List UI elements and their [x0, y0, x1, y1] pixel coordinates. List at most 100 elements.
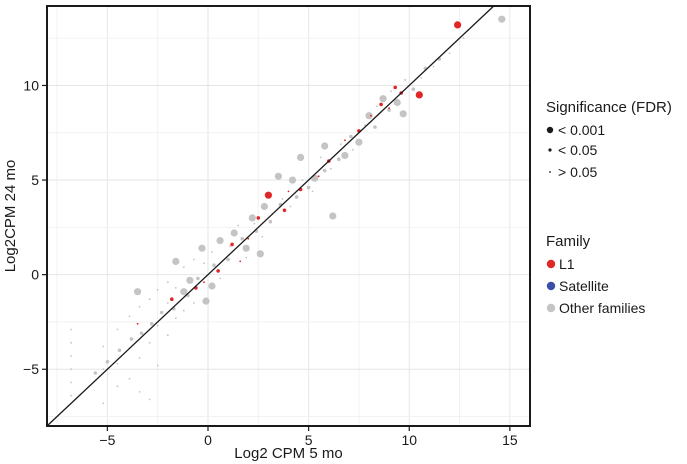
point-other-families: [156, 324, 159, 327]
point-other-families: [129, 337, 134, 341]
legend-swatch-satellite: [546, 281, 556, 291]
point-other-families: [253, 222, 256, 225]
x-tick-label: 10: [401, 432, 417, 448]
point-other-families: [322, 168, 327, 173]
point-other-families: [148, 341, 151, 344]
point-other-families: [355, 138, 363, 146]
point-other-families: [319, 156, 322, 159]
point-other-families: [196, 276, 200, 281]
legend-sig-entry-2: < 0.05: [558, 142, 598, 158]
point-other-families: [399, 110, 407, 118]
x-axis-title: Log2 CPM 5 mo: [234, 445, 342, 462]
point-other-families: [182, 309, 185, 312]
point-other-families: [149, 322, 154, 326]
point-other-families: [117, 348, 122, 353]
point-other-families: [329, 212, 337, 220]
point-other-families: [211, 251, 213, 253]
point-other-families: [274, 172, 282, 180]
y-tick-label: −5: [23, 361, 39, 377]
reference-line-layer: [46, 5, 495, 427]
point-other-families: [226, 257, 230, 262]
point-other-families: [294, 195, 299, 199]
legend-dot-large: [546, 126, 554, 134]
point-other-families: [311, 190, 314, 193]
point-l1: [415, 91, 423, 99]
point-other-families: [174, 317, 177, 320]
point-other-families: [352, 148, 354, 151]
point-l1: [136, 322, 139, 325]
point-other-families: [70, 381, 73, 384]
point-other-families: [364, 124, 366, 127]
plot-frame: [46, 5, 531, 427]
point-other-families: [70, 328, 73, 331]
point-other-families: [203, 262, 205, 265]
point-l1: [393, 85, 398, 90]
point-other-families: [102, 368, 105, 371]
point-other-families: [387, 108, 391, 112]
identity-line: [46, 5, 495, 427]
point-other-families: [148, 298, 151, 301]
point-l1: [216, 269, 220, 273]
point-other-families: [281, 198, 284, 200]
point-other-families: [128, 377, 131, 380]
point-other-families: [70, 341, 73, 344]
point-other-families: [172, 257, 180, 265]
point-other-families: [373, 125, 377, 129]
point-l1: [388, 107, 390, 110]
point-other-families: [297, 153, 305, 161]
point-other-families: [116, 362, 119, 365]
legend-sig-entry-1: < 0.001: [558, 122, 605, 138]
legend-family-title: Family: [546, 233, 591, 250]
point-other-families: [138, 305, 141, 308]
legend-family-entry-1: L1: [559, 256, 575, 272]
point-other-families: [105, 359, 110, 364]
point-other-families: [180, 288, 188, 296]
legend-swatch-other: [546, 303, 556, 313]
y-axis-title: Log2CPM 24 mo: [2, 160, 19, 273]
point-other-families: [376, 105, 378, 108]
point-other-families: [420, 77, 423, 79]
point-other-families: [138, 391, 141, 393]
x-tick-label: 0: [204, 432, 212, 448]
point-other-families: [138, 357, 141, 359]
point-other-families: [70, 394, 73, 397]
point-other-families: [341, 151, 349, 160]
point-other-families: [70, 368, 73, 371]
point-other-families: [288, 176, 297, 184]
point-other-families: [93, 371, 98, 375]
point-other-families: [260, 202, 268, 211]
point-other-families: [306, 185, 311, 190]
point-other-families: [202, 297, 210, 305]
point-other-families: [174, 287, 177, 289]
point-other-families: [498, 15, 506, 23]
point-other-families: [393, 98, 401, 107]
legend-significance: Significance (FDR) < 0.001 < 0.05 > 0.05: [546, 99, 672, 180]
point-other-families: [240, 236, 244, 241]
point-other-families: [182, 266, 185, 268]
point-l1: [287, 190, 290, 193]
point-l1: [203, 281, 205, 284]
point-other-families: [448, 52, 451, 55]
point-other-families: [134, 288, 142, 296]
point-other-families: [301, 179, 304, 182]
point-other-families: [230, 229, 238, 237]
point-other-families: [128, 315, 131, 318]
point-other-families: [432, 65, 435, 68]
y-tick-label: 0: [31, 267, 39, 283]
point-other-families: [166, 302, 169, 304]
legend-dot-medium: [548, 148, 552, 152]
point-other-families: [193, 258, 195, 261]
point-other-families: [193, 302, 195, 304]
point-l1: [370, 114, 372, 117]
point-l1: [282, 208, 287, 213]
legend-sig-entry-3: > 0.05: [558, 164, 598, 180]
point-other-families: [462, 37, 465, 40]
point-other-families: [321, 142, 329, 150]
point-other-families: [186, 276, 194, 284]
legend-family-entry-3: Other families: [559, 300, 645, 316]
point-l1: [317, 175, 320, 178]
data-points: [70, 15, 506, 405]
point-other-families: [365, 112, 373, 120]
point-other-families: [261, 235, 264, 238]
